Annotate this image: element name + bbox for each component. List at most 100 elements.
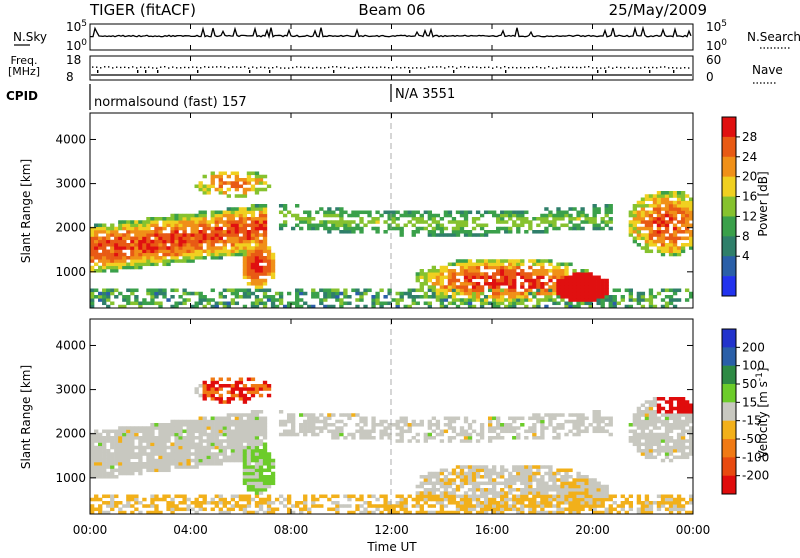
nave-point bbox=[157, 70, 159, 73]
heat-cell bbox=[508, 291, 513, 296]
heat-cell bbox=[487, 478, 493, 482]
heat-cell bbox=[688, 207, 694, 211]
heat-cell bbox=[576, 295, 581, 299]
heat-cell bbox=[608, 298, 613, 302]
heat-cell bbox=[331, 291, 336, 296]
heat-cell bbox=[668, 410, 674, 414]
heat-cell bbox=[347, 295, 352, 299]
heat-cell bbox=[508, 259, 513, 263]
heat-cell bbox=[512, 497, 517, 502]
heat-cell bbox=[238, 377, 244, 382]
heat-cell bbox=[604, 288, 609, 293]
heat-cell bbox=[636, 217, 642, 221]
heat-cell bbox=[395, 494, 400, 499]
heat-cell bbox=[455, 288, 461, 293]
heat-cell bbox=[226, 236, 231, 241]
heat-cell bbox=[238, 210, 244, 215]
heat-cell bbox=[146, 262, 151, 267]
heat-cell bbox=[680, 236, 686, 241]
heat-cell bbox=[455, 494, 461, 499]
heat-cell bbox=[632, 217, 638, 221]
heat-cell bbox=[576, 484, 581, 489]
heat-cell bbox=[548, 288, 553, 293]
heat-cell bbox=[194, 223, 199, 228]
heat-cell bbox=[471, 298, 477, 302]
heat-cell bbox=[676, 497, 682, 502]
heat-cell bbox=[186, 259, 191, 263]
nave-point bbox=[300, 66, 302, 68]
heat-cell bbox=[664, 207, 670, 211]
heat-cell bbox=[178, 458, 183, 463]
nave-point bbox=[528, 67, 530, 69]
heat-cell bbox=[496, 491, 501, 495]
heat-cell bbox=[134, 429, 139, 434]
heat-cell bbox=[114, 501, 119, 505]
heat-cell bbox=[102, 449, 107, 453]
heat-cell bbox=[395, 501, 400, 505]
radar-title: TIGER (fitACF) bbox=[89, 1, 196, 19]
heat-cell bbox=[636, 213, 642, 218]
heat-cell bbox=[680, 413, 686, 417]
heat-cell bbox=[166, 504, 171, 508]
nave-point bbox=[684, 67, 686, 69]
heat-cell bbox=[471, 481, 477, 486]
heat-cell bbox=[323, 213, 328, 218]
heat-cell bbox=[218, 217, 223, 221]
heat-cell bbox=[399, 295, 404, 299]
heat-cell bbox=[158, 510, 163, 515]
heat-cell bbox=[500, 262, 505, 267]
heat-cell bbox=[262, 288, 268, 293]
heat-cell bbox=[580, 207, 585, 211]
heat-cell bbox=[415, 497, 420, 502]
heat-cell bbox=[150, 426, 155, 430]
heat-cell bbox=[596, 275, 601, 280]
heat-cell bbox=[102, 223, 107, 228]
heat-cell bbox=[596, 226, 601, 231]
heat-cell bbox=[222, 455, 227, 460]
heat-cell bbox=[162, 449, 167, 453]
heat-cell bbox=[106, 504, 111, 508]
heat-cell bbox=[451, 471, 457, 476]
heat-cell bbox=[114, 436, 119, 440]
heat-cell bbox=[331, 288, 336, 293]
heat-cell bbox=[303, 494, 308, 499]
heat-cell bbox=[226, 416, 231, 421]
heat-cell bbox=[560, 413, 565, 417]
heat-cell bbox=[504, 481, 509, 486]
heat-cell bbox=[467, 282, 473, 286]
heat-cell bbox=[496, 285, 501, 289]
heat-cell bbox=[443, 468, 449, 473]
heat-cell bbox=[443, 510, 449, 515]
heat-cell bbox=[162, 233, 167, 237]
heat-cell bbox=[447, 295, 453, 299]
heat-cell bbox=[568, 491, 573, 495]
heat-cell bbox=[182, 455, 187, 460]
heat-cell bbox=[544, 504, 549, 508]
heat-cell bbox=[640, 504, 646, 508]
heat-cell bbox=[134, 298, 139, 302]
heat-cell bbox=[532, 465, 537, 469]
heat-cell bbox=[508, 226, 513, 231]
heat-cell bbox=[166, 439, 171, 443]
heat-cell bbox=[339, 291, 344, 296]
heat-cell bbox=[508, 471, 513, 476]
heat-cell bbox=[419, 510, 424, 515]
heat-cell bbox=[576, 423, 581, 427]
heat-cell bbox=[178, 249, 183, 254]
heat-cell bbox=[648, 419, 654, 424]
heat-cell bbox=[596, 288, 601, 293]
heat-cell bbox=[435, 295, 441, 299]
heat-cell bbox=[214, 494, 219, 499]
heat-cell bbox=[648, 403, 654, 408]
heat-cell bbox=[479, 423, 485, 427]
heat-cell bbox=[524, 429, 529, 434]
heat-cell bbox=[688, 432, 694, 437]
heat-cell bbox=[632, 204, 638, 208]
heat-cell bbox=[359, 230, 364, 234]
heat-cell bbox=[487, 262, 493, 267]
heat-cell bbox=[198, 429, 203, 434]
heat-cell bbox=[274, 304, 280, 309]
heat-cell bbox=[210, 507, 215, 512]
colorbar-swatch bbox=[722, 347, 736, 366]
heat-cell bbox=[246, 478, 252, 482]
